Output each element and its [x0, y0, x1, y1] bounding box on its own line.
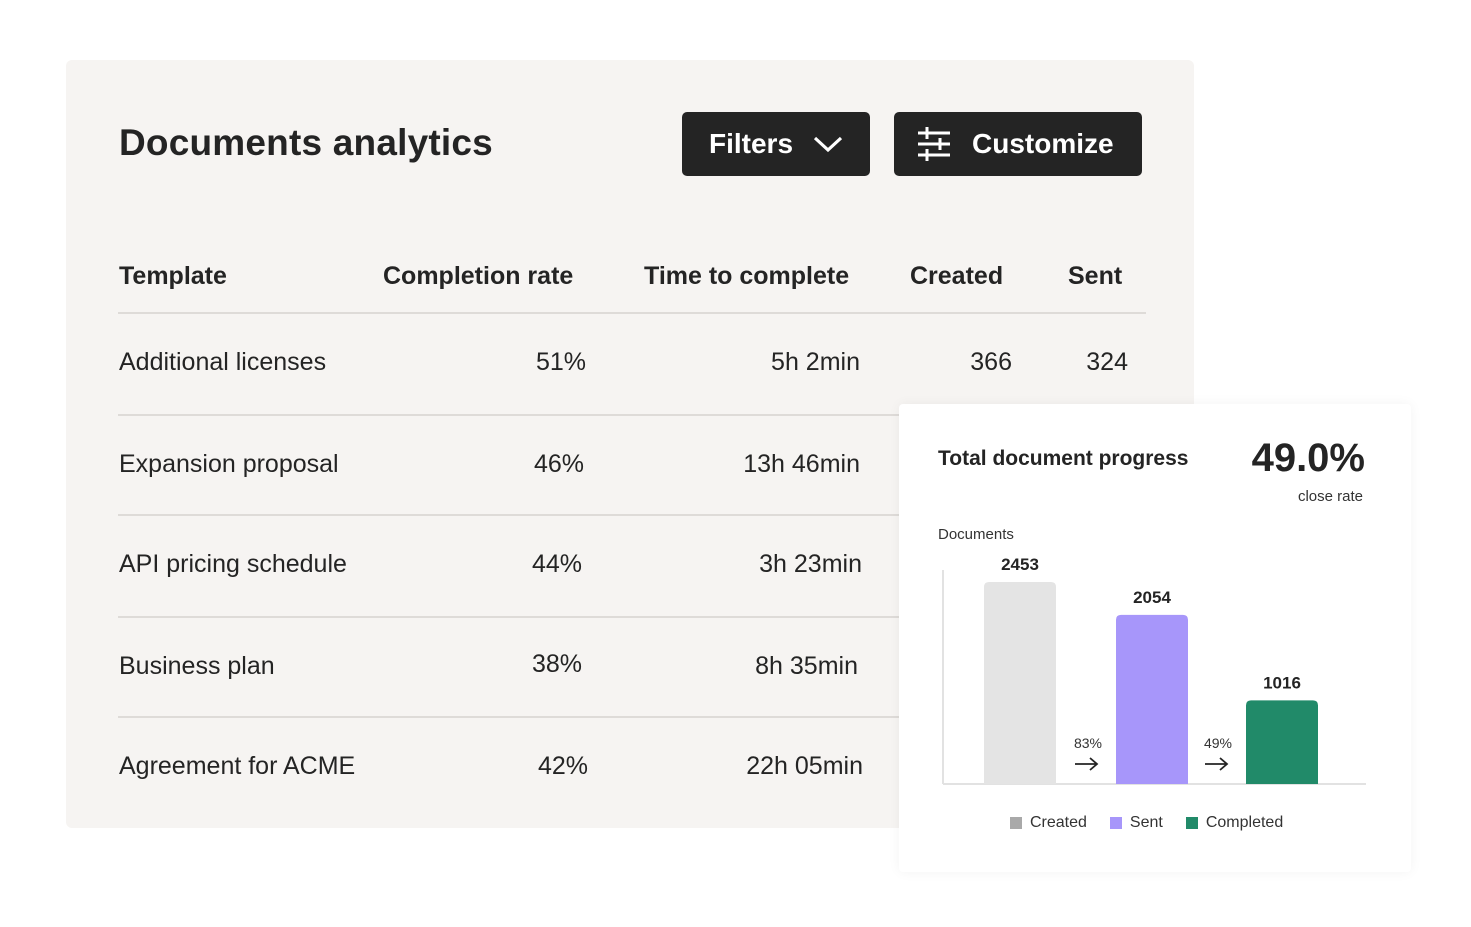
cell-time-to-complete: 5h 2min [771, 348, 860, 376]
arrow-right-icon [1075, 757, 1099, 771]
customize-label: Customize [972, 128, 1114, 159]
legend-item-completed: Completed [1185, 814, 1284, 832]
header-completion-rate: Completion rate [383, 262, 574, 290]
cell-template: Agreement for ACME [119, 752, 356, 780]
bar-sent [1116, 614, 1188, 784]
bar-value-label-completed: 1016 [1263, 673, 1301, 692]
close-rate-value: 49.0% [1251, 436, 1365, 480]
legend-label-completed: Completed [1205, 814, 1284, 831]
chevron-down-icon [813, 135, 843, 153]
cell-completion-rate: 38% [531, 650, 582, 678]
page-title: Documents analytics [119, 122, 493, 163]
cell-created: 366 [970, 348, 1012, 376]
bar-value-label-created: 2453 [1001, 555, 1039, 574]
header-sent: Sent [1068, 262, 1123, 290]
y-axis-label: Documents [938, 526, 1014, 543]
progress-card-title: Total document progress [938, 447, 1189, 470]
cell-time-to-complete: 8h 35min [755, 652, 858, 680]
cell-sent: 324 [1086, 348, 1128, 376]
row-divider [118, 414, 1146, 416]
conversion-rate-label: 49% [1204, 735, 1232, 751]
row-divider [118, 616, 899, 618]
cell-template: Expansion proposal [119, 450, 339, 478]
arrow-right-icon [1205, 757, 1229, 771]
chart-legend: Created Sent Completed [1010, 814, 1306, 832]
cell-template: Business plan [119, 652, 275, 680]
bar-completed [1246, 700, 1318, 784]
document-progress-chart: 2453 2054 1016 83% 49% [942, 555, 1366, 785]
close-rate-caption: close rate [1297, 488, 1363, 505]
cell-time-to-complete: 3h 23min [759, 550, 862, 578]
filters-button[interactable]: Filters [682, 112, 870, 176]
header-divider [118, 312, 1146, 314]
legend-item-sent: Sent [1109, 814, 1163, 832]
legend-item-created: Created [1010, 814, 1087, 832]
cell-completion-rate: 44% [531, 550, 582, 578]
bar-value-label-sent: 2054 [1133, 588, 1171, 607]
legend-label-created: Created [1030, 814, 1087, 831]
cell-time-to-complete: 13h 46min [743, 450, 860, 478]
sliders-icon [918, 127, 950, 161]
cell-template: API pricing schedule [119, 550, 347, 578]
cell-completion-rate: 42% [537, 752, 588, 780]
row-divider [118, 716, 899, 718]
legend-label-sent: Sent [1129, 814, 1163, 831]
cell-time-to-complete: 22h 05min [746, 752, 863, 780]
legend-swatch-created [1010, 817, 1022, 829]
header-time-to-complete: Time to complete [644, 262, 850, 290]
cell-completion-rate: 46% [533, 450, 584, 478]
customize-button[interactable]: Customize [894, 112, 1142, 176]
header-template: Template [119, 262, 227, 290]
bar-created [984, 582, 1056, 784]
filters-label: Filters [709, 128, 794, 159]
legend-swatch-sent [1109, 817, 1122, 829]
row-divider [118, 514, 899, 516]
cell-template: Additional licenses [119, 348, 327, 376]
conversion-rate-label: 83% [1074, 735, 1102, 751]
header-created: Created [910, 262, 1004, 290]
legend-swatch-completed [1185, 817, 1198, 829]
cell-completion-rate: 51% [535, 348, 586, 376]
